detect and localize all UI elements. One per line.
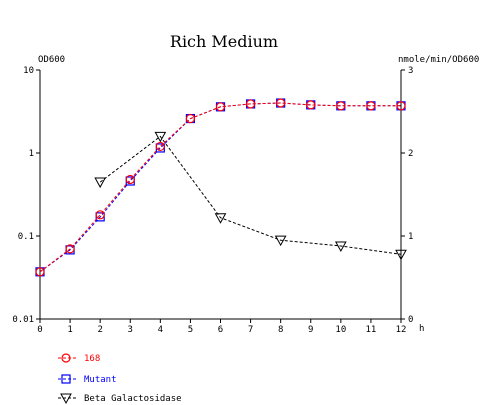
data-point [336,101,346,111]
series-mutant [35,98,406,277]
data-point [94,177,107,189]
x-tick-label: 1 [67,325,72,335]
data-point [65,244,75,254]
data-point [245,99,256,109]
x-tick-label: 12 [396,325,407,335]
right-tick-label: 0 [408,315,413,325]
right-tick-label: 1 [408,232,413,242]
x-tick-label: 4 [158,325,163,335]
data-point [396,101,406,111]
legend-item: Mutant [58,374,117,385]
data-point [215,102,226,112]
series-168 [35,98,406,277]
data-point [95,210,105,220]
series-layer [35,98,407,277]
x-unit-label: h [419,324,424,334]
data-point [366,101,376,111]
x-tick-label: 6 [218,325,223,335]
x-tick-label: 3 [128,325,133,335]
right-tick-label: 3 [408,66,413,76]
data-point [60,393,72,405]
series-line [99,135,402,255]
data-point [214,213,227,224]
series-beta-galactosidase [94,131,407,261]
x-tick-label: 0 [37,325,42,335]
right-axis-label: nmole/min/OD600 [398,55,479,65]
series-line [39,102,401,273]
x-tick-label: 2 [97,325,102,335]
left-axis-label: OD600 [38,55,65,65]
data-point [185,113,196,124]
data-point [61,374,71,384]
data-point [155,141,165,152]
x-tick-label: 9 [308,325,313,335]
data-point [274,235,287,247]
left-tick-label: 10 [23,66,34,76]
chart-title: Rich Medium [170,32,278,51]
legend: 168 Mutant Beta Galactosidase [58,353,182,405]
data-point [395,249,407,261]
legend-label: 168 [84,354,100,364]
left-tick-label: 0.1 [18,232,34,242]
legend-label: Beta Galactosidase [84,394,182,404]
data-point [61,353,71,363]
legend-item: 168 [58,353,100,364]
left-tick-label: 0.01 [12,315,34,325]
right-tick-label: 2 [408,149,413,159]
x-tick-label: 10 [335,325,346,335]
x-tick-label: 11 [365,325,376,335]
legend-label: Mutant [84,375,117,385]
data-point [35,267,45,277]
x-tick-label: 5 [188,325,193,335]
x-tick-label: 7 [248,325,253,335]
data-point [276,98,286,108]
data-point [125,174,135,185]
data-point [154,131,167,143]
data-point [306,100,316,110]
left-tick-label: 1 [29,149,34,159]
legend-item: Beta Galactosidase [58,393,182,405]
x-tick-label: 8 [278,325,283,335]
data-point [334,241,347,252]
